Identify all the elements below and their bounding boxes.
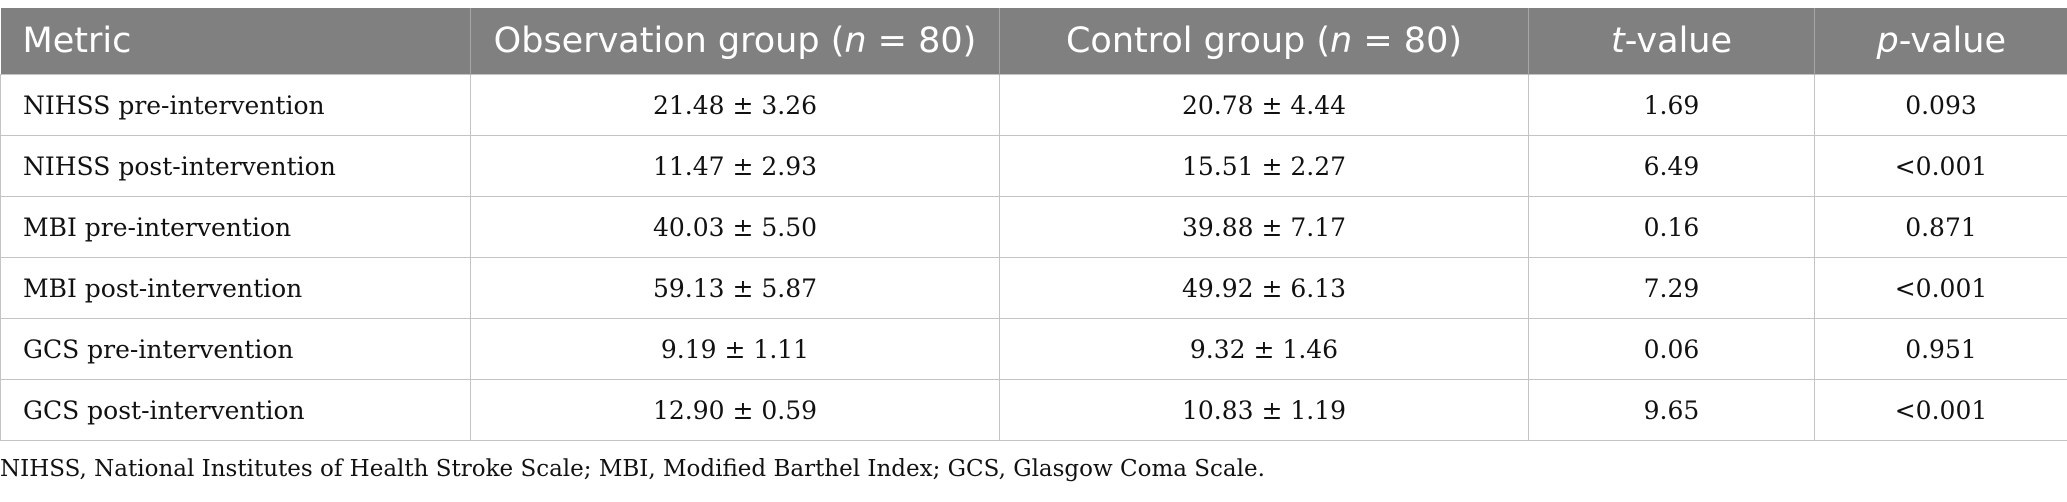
metric-cell: GCS pre-intervention [0,318,471,380]
control-cell: 10.83 ± 1.19 [999,379,1529,441]
t-value-cell: 6.49 [1528,135,1815,197]
header-observation-group: Observation group (n = 80) [470,8,1000,75]
p-value-cell: 0.871 [1814,196,2067,258]
observation-cell: 59.13 ± 5.87 [470,257,1000,319]
table-row: NIHSS pre-intervention 21.48 ± 3.26 20.7… [0,74,2067,136]
metric-cell: GCS post-intervention [0,379,471,441]
observation-cell: 11.47 ± 2.93 [470,135,1000,197]
p-value-cell: 0.951 [1814,318,2067,380]
table-row: MBI post-intervention 59.13 ± 5.87 49.92… [0,257,2067,319]
results-table: Metric Observation group (n = 80) Contro… [0,8,2067,441]
p-value-cell: <0.001 [1814,379,2067,441]
table-header-row: Metric Observation group (n = 80) Contro… [0,8,2067,75]
metric-cell: MBI post-intervention [0,257,471,319]
p-value-cell: 0.093 [1814,74,2067,136]
p-value-cell: <0.001 [1814,135,2067,197]
t-value-cell: 0.16 [1528,196,1815,258]
t-value-cell: 7.29 [1528,257,1815,319]
t-value-cell: 9.65 [1528,379,1815,441]
table-footnote: NIHSS, National Institutes of Health Str… [0,456,1265,482]
table-row: NIHSS post-intervention 11.47 ± 2.93 15.… [0,135,2067,197]
metric-cell: NIHSS pre-intervention [0,74,471,136]
table-row: GCS pre-intervention 9.19 ± 1.11 9.32 ± … [0,318,2067,380]
header-metric: Metric [0,8,471,75]
header-control-group: Control group (n = 80) [999,8,1529,75]
control-cell: 49.92 ± 6.13 [999,257,1529,319]
t-value-cell: 1.69 [1528,74,1815,136]
table-row: GCS post-intervention 12.90 ± 0.59 10.83… [0,379,2067,441]
p-value-cell: <0.001 [1814,257,2067,319]
control-cell: 39.88 ± 7.17 [999,196,1529,258]
t-value-cell: 0.06 [1528,318,1815,380]
control-cell: 15.51 ± 2.27 [999,135,1529,197]
control-cell: 9.32 ± 1.46 [999,318,1529,380]
header-p-value: p-value [1814,8,2067,75]
metric-cell: MBI pre-intervention [0,196,471,258]
observation-cell: 9.19 ± 1.11 [470,318,1000,380]
observation-cell: 21.48 ± 3.26 [470,74,1000,136]
observation-cell: 40.03 ± 5.50 [470,196,1000,258]
observation-cell: 12.90 ± 0.59 [470,379,1000,441]
header-t-value: t-value [1528,8,1815,75]
metric-cell: NIHSS post-intervention [0,135,471,197]
table-row: MBI pre-intervention 40.03 ± 5.50 39.88 … [0,196,2067,258]
control-cell: 20.78 ± 4.44 [999,74,1529,136]
